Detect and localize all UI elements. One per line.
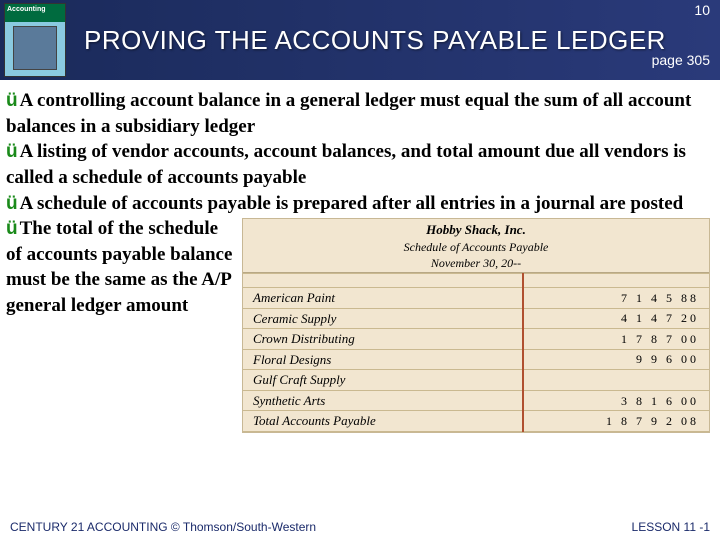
slide-footer: CENTURY 21 ACCOUNTING © Thomson/South-We… [0,520,720,534]
bullet-text: A schedule of accounts payable is prepar… [20,193,684,214]
book-cover-image [13,26,57,70]
slide-header: Accounting PROVING THE ACCOUNTS PAYABLE … [0,0,720,80]
schedule-table: American Paint7 1 4 5 88 Ceramic Supply4… [243,273,709,432]
amount-cell [523,370,709,391]
amount-cell: 1 7 8 7 00 [523,329,709,350]
schedule-of-accounts-payable: Hobby Shack, Inc. Schedule of Accounts P… [242,218,710,433]
table-row: Ceramic Supply4 1 4 7 20 [243,308,709,329]
table-row: Synthetic Arts3 8 1 6 00 [243,390,709,411]
bullet-text: A listing of vendor accounts, account ba… [6,141,686,188]
bullet-text: The total of the schedule of accounts pa… [6,218,232,316]
amount-cell: 9 9 6 00 [523,349,709,370]
amount-cell: 7 1 4 5 88 [523,288,709,309]
vendor-cell: Floral Designs [243,349,523,370]
table-row: American Paint7 1 4 5 88 [243,288,709,309]
vendor-cell: Crown Distributing [243,329,523,350]
footer-copyright: CENTURY 21 ACCOUNTING © Thomson/South-We… [10,520,316,534]
schedule-date: November 30, 20-- [243,255,709,271]
schedule-title: Schedule of Accounts Payable [243,239,709,255]
amount-cell: 4 1 4 7 20 [523,308,709,329]
vendor-cell: Gulf Craft Supply [243,370,523,391]
bullet-item: üA listing of vendor accounts, account b… [6,139,710,190]
bullet-item: üThe total of the schedule of accounts p… [6,216,236,319]
total-amount-cell: 1 8 7 9 2 08 [523,411,709,432]
check-icon: ü [6,193,18,214]
slide-number: 10 [694,2,710,18]
schedule-header: Hobby Shack, Inc. Schedule of Accounts P… [243,219,709,273]
vendor-cell: Synthetic Arts [243,390,523,411]
vendor-cell: American Paint [243,288,523,309]
slide-title: PROVING THE ACCOUNTS PAYABLE LEDGER [84,25,666,56]
bullet-item: üA controlling account balance in a gene… [6,88,710,139]
table-row: Gulf Craft Supply [243,370,709,391]
check-icon: ü [6,90,18,111]
amount-cell: 3 8 1 6 00 [523,390,709,411]
check-icon: ü [6,218,18,239]
check-icon: ü [6,141,18,162]
total-label-cell: Total Accounts Payable [243,411,523,432]
vendor-cell: Ceramic Supply [243,308,523,329]
schedule-company: Hobby Shack, Inc. [243,221,709,239]
page-reference: page 305 [652,52,710,68]
book-cover-thumbnail: Accounting [4,3,66,77]
footer-lesson: LESSON 11 -1 [632,520,710,534]
table-row: Floral Designs9 9 6 00 [243,349,709,370]
book-cover-title: Accounting [7,6,63,13]
table-row: Crown Distributing1 7 8 7 00 [243,329,709,350]
slide-content: üA controlling account balance in a gene… [0,80,720,433]
table-total-row: Total Accounts Payable1 8 7 9 2 08 [243,411,709,432]
bullet-text: A controlling account balance in a gener… [6,90,691,137]
bullet-item: üA schedule of accounts payable is prepa… [6,191,710,217]
